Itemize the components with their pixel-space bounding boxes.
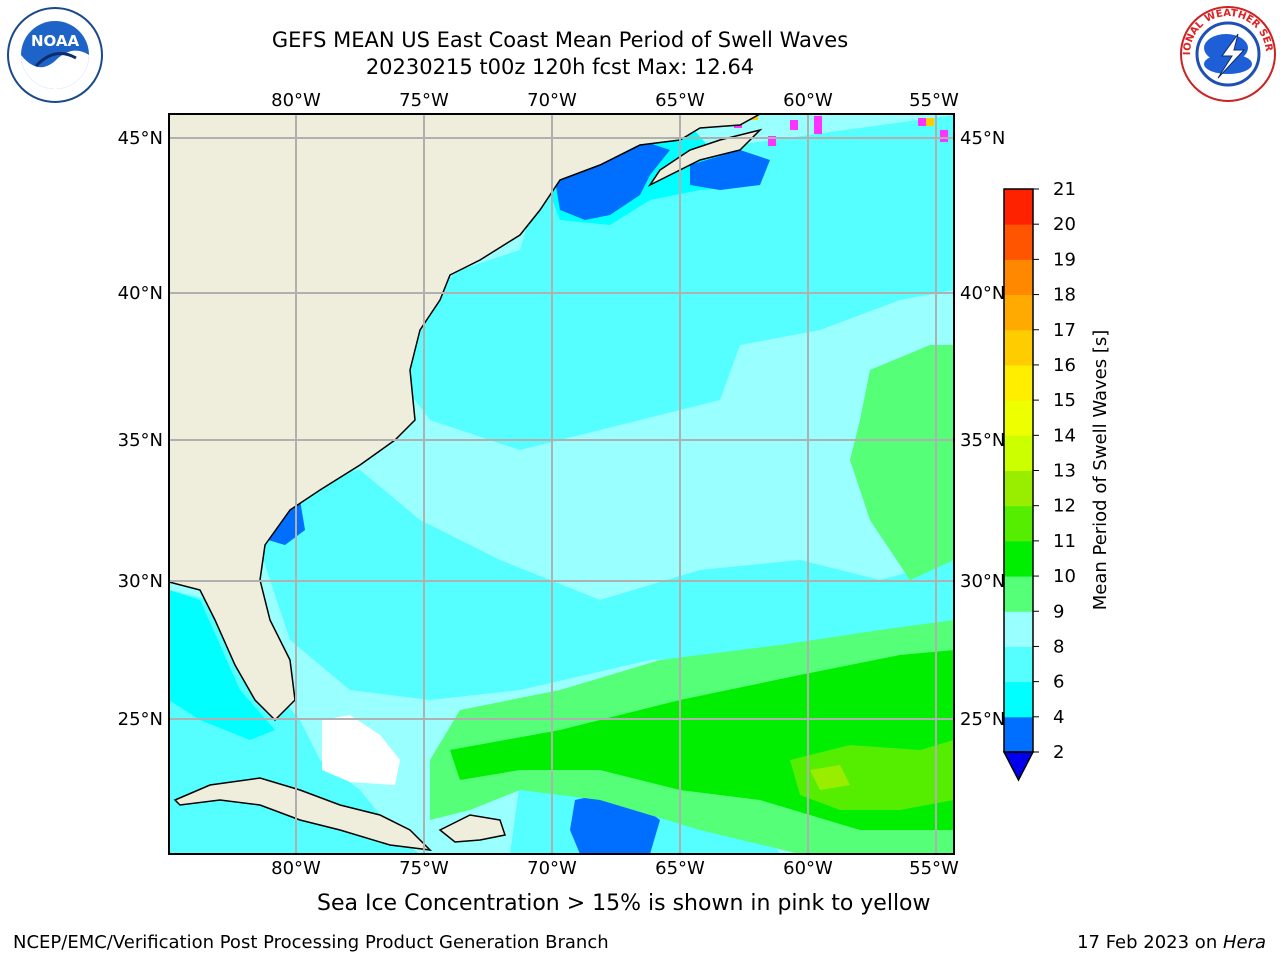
colorbar-bin xyxy=(1004,294,1033,331)
footer-host: Hera xyxy=(1222,932,1266,953)
colorbar-tick-label: 16 xyxy=(1053,355,1076,376)
colorbar-tick-label: 11 xyxy=(1053,531,1076,552)
colorbar-bin xyxy=(1004,505,1033,542)
colorbar-bin xyxy=(1004,364,1033,401)
colorbar-bin xyxy=(1004,611,1033,647)
colorbar-tick-label: 19 xyxy=(1053,249,1076,270)
colorbar: 2 4 6 8 9 10 11 12 13 14 15 16 17 18 19 20 21 xyxy=(1002,179,1076,782)
lon-label-bottom: 55°W xyxy=(909,858,959,879)
sea-ice-cell xyxy=(768,136,776,146)
colorbar-tick-label: 10 xyxy=(1053,566,1076,587)
cuba-land xyxy=(173,777,433,852)
lat-label-right: 40°N xyxy=(960,283,1005,304)
swell-2-4s-nova-scotia xyxy=(690,150,770,190)
chart-title: GEFS MEAN US East Coast Mean Period of S… xyxy=(271,28,849,52)
lat-label-right: 25°N xyxy=(960,709,1005,730)
colorbar-tick-label: 18 xyxy=(1053,285,1076,306)
swell-12-13s-max xyxy=(810,765,850,790)
lon-label-bottom: 65°W xyxy=(655,858,705,879)
colorbar-bin xyxy=(1004,576,1033,612)
lon-label-top: 80°W xyxy=(271,90,321,111)
lat-label-left: 25°N xyxy=(118,709,163,730)
sea-ice-cell xyxy=(814,116,822,134)
lon-label-top: 65°W xyxy=(655,90,705,111)
colorbar-bin xyxy=(1004,470,1033,507)
colorbar-tick-label: 8 xyxy=(1053,636,1064,657)
sea-ice-cell xyxy=(790,120,798,130)
footer-date-text: 17 Feb 2023 on xyxy=(1077,932,1223,953)
colorbar-bin xyxy=(1004,329,1033,366)
colorbar-bin xyxy=(1004,681,1033,718)
chart-subtitle: 20230215 t00z 120h fcst Max: 12.64 xyxy=(365,55,755,79)
colorbar-tick-label: 4 xyxy=(1053,707,1064,728)
colorbar-bin xyxy=(1004,646,1033,683)
lon-label-top: 55°W xyxy=(909,90,959,111)
swell-6-8s-central xyxy=(250,470,954,700)
noaa-logo-icon: NOAA xyxy=(7,7,103,103)
lon-label-top: 60°W xyxy=(783,90,833,111)
colorbar-tick-label: 13 xyxy=(1053,461,1076,482)
lat-label-left: 30°N xyxy=(118,571,163,592)
lon-label-bottom: 70°W xyxy=(527,858,577,879)
colorbar-bin xyxy=(1004,224,1033,260)
national-weather-service-logo-icon: NATIONAL WEATHER SERVICE xyxy=(1178,4,1276,102)
colorbar-tick-label: 15 xyxy=(1053,390,1076,411)
lat-label-right: 45°N xyxy=(960,128,1005,149)
colorbar-bin xyxy=(1004,189,1033,225)
noaa-logo-text: NOAA xyxy=(31,32,80,50)
colorbar-extension xyxy=(1002,751,1035,782)
lon-label-bottom: 75°W xyxy=(399,858,449,879)
colorbar-label: Mean Period of Swell Waves [s] xyxy=(1090,330,1111,611)
colorbar-bin xyxy=(1004,400,1033,436)
us-east-coast-land xyxy=(169,114,761,722)
map-frame xyxy=(168,113,955,855)
footer-date: 17 Feb 2023 on Hera xyxy=(1077,932,1266,953)
swell-4-6s-florida xyxy=(169,590,275,740)
colorbar-tick-label: 14 xyxy=(1053,425,1076,446)
colorbar-bin xyxy=(1004,435,1033,471)
colorbar-tick-label: 20 xyxy=(1053,214,1076,235)
swell-2-4s-gulf-of-maine xyxy=(555,140,670,220)
sea-ice-cell xyxy=(926,118,934,126)
lat-label-right: 35°N xyxy=(960,430,1005,451)
lat-label-left: 45°N xyxy=(118,128,163,149)
colorbar-tick-label: 12 xyxy=(1053,496,1076,517)
colorbar-tick-label: 21 xyxy=(1053,179,1076,200)
bahamas-bank xyxy=(322,715,400,785)
lon-label-top: 70°W xyxy=(527,90,577,111)
swell-9-10s-east xyxy=(850,345,954,580)
sea-ice-cell xyxy=(918,118,926,126)
colorbar-bin xyxy=(1004,540,1033,577)
lat-label-right: 30°N xyxy=(960,571,1005,592)
lon-label-top: 75°W xyxy=(399,90,449,111)
hispaniola-land xyxy=(438,814,506,843)
lat-label-left: 40°N xyxy=(118,283,163,304)
swell-11-12s-south xyxy=(790,740,954,810)
lon-label-bottom: 80°W xyxy=(271,858,321,879)
colorbar-bin xyxy=(1004,716,1033,753)
colorbar-tick-label: 2 xyxy=(1053,742,1064,763)
sea-ice-caption: Sea Ice Concentration > 15% is shown in … xyxy=(317,891,931,916)
lon-label-bottom: 60°W xyxy=(783,858,833,879)
colorbar-tick-label: 17 xyxy=(1053,320,1076,341)
lat-label-left: 35°N xyxy=(118,430,163,451)
nova-scotia-land xyxy=(647,128,763,187)
colorbar-tick-label: 6 xyxy=(1053,672,1064,693)
footer-credit: NCEP/EMC/Verification Post Processing Pr… xyxy=(13,932,609,953)
graticule xyxy=(169,114,954,854)
colorbar-tick-label: 9 xyxy=(1053,601,1064,622)
sea-ice-cell xyxy=(940,130,948,142)
colorbar-bin xyxy=(1004,259,1033,296)
